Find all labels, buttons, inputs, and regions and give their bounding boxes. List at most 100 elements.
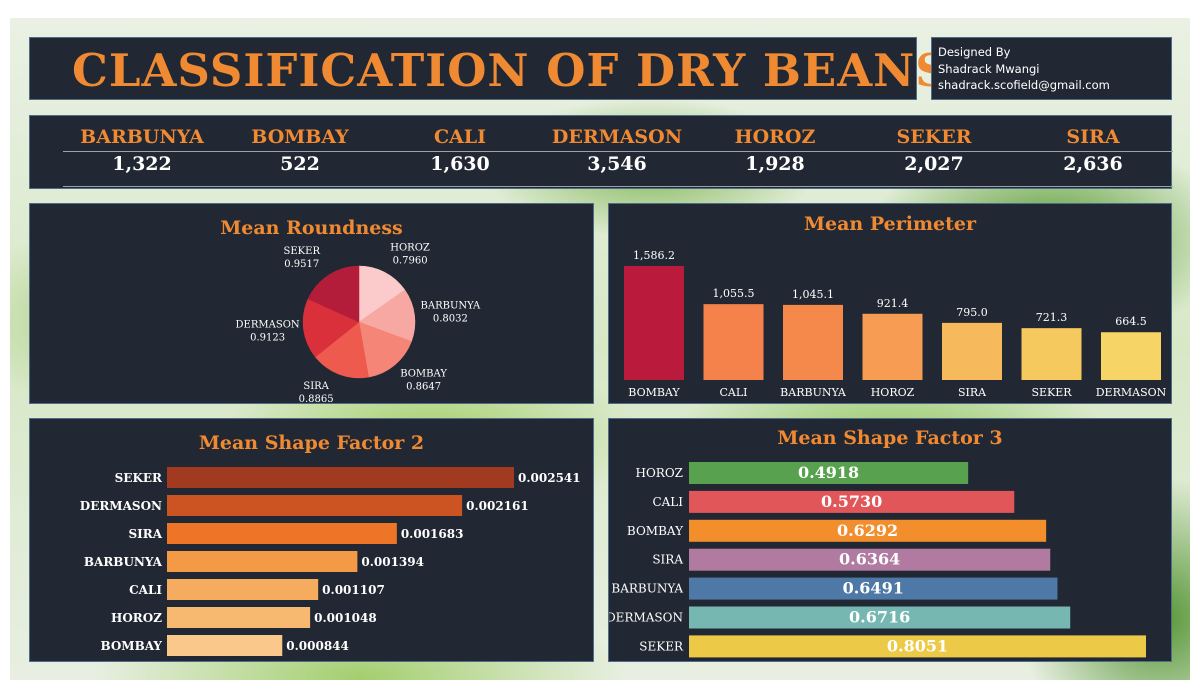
count-value: 522 [280,153,320,175]
count-dermason: DERMASON 3,546 [547,126,687,175]
pie-label-horoz: HOROZ 0.7960 [390,243,430,267]
count-barbunya: BARBUNYA 1,322 [72,126,212,175]
count-name: SEKER [896,126,972,148]
count-name: BARBUNYA [80,126,204,148]
bar-category-sira: SIRA [128,527,162,541]
pie-label-value: 0.7960 [393,256,428,267]
bar-cali [689,490,1015,513]
bar-value-cali: 0.001107 [322,583,385,597]
shape-factor-3-panel: Mean Shape Factor 3 HOROZ 0.4918 CALI 0.573… [608,418,1172,662]
bar-category-dermason: DERMASON [609,611,683,625]
count-name: SIRA [1066,126,1120,148]
count-value: 1,928 [745,153,805,175]
bar-barbunya [167,551,358,572]
bar-bombay [167,635,283,656]
bar-value-seker: 0.8051 [887,636,948,655]
count-sira: SIRA 2,636 [1023,126,1163,175]
bar-value-seker: 0.002541 [518,471,581,485]
bar-category-seker: SEKER [639,639,684,653]
bar-category-sira: SIRA [958,386,987,399]
pie-slice-horoz [358,265,406,323]
perimeter-title: Mean Perimeter [803,213,977,235]
bar-dermason [1101,332,1161,380]
bar-bombay [624,266,684,380]
pie-label-value: 0.8032 [433,313,468,324]
count-value: 2,636 [1063,153,1123,175]
bar-value-sira: 795.0 [956,306,988,319]
counts-bottom-rule [63,186,1173,187]
bar-value-horoz: 921.4 [877,297,909,310]
bar-cali [167,579,319,600]
bar-barbunya [783,304,843,380]
bar-horoz [862,313,923,380]
pie-label-category: SIRA [303,381,329,392]
bar-category-cali: CALI [719,386,747,399]
bar-category-dermason: DERMASON [80,499,162,513]
pie-label-bombay: BOMBAY 0.8647 [400,368,447,392]
bar-category-barbunya: BARBUNYA [611,582,683,596]
bar-seker [689,635,1146,658]
pie-label-category: BARBUNYA [421,300,481,311]
count-bombay: BOMBAY 522 [230,126,370,175]
bar-category-dermason: DERMASON [1096,386,1167,399]
count-value: 1,630 [430,153,490,175]
bar-value-horoz: 0.4918 [798,463,859,482]
pie-label-category: DERMASON [236,320,300,331]
count-name: HOROZ [734,126,816,148]
shape-factor-3-title: Mean Shape Factor 3 [777,427,1003,449]
bar-value-seker: 721.3 [1036,311,1068,324]
title-panel: CLASSIFICATION OF DRY BEANS [29,37,948,100]
bar-category-horoz: HOROZ [635,466,683,480]
bar-bombay [689,519,1047,542]
roundness-title: Mean Roundness [220,217,403,239]
bar-category-barbunya: BARBUNYA [780,386,847,399]
bar-value-horoz: 0.001048 [314,611,377,625]
bar-value-bombay: 0.6292 [837,521,898,540]
pie-label-barbunya: BARBUNYA 0.8032 [421,300,481,324]
pie-slice-sira [314,321,369,379]
bar-category-seker: SEKER [1031,386,1072,399]
bar-category-sira: SIRA [652,553,683,567]
bar-seker [1021,328,1082,380]
pie-slice-seker [307,265,360,323]
credit-designed-by: Designed By [938,45,1011,59]
bar-category-bombay: BOMBAY [628,386,680,399]
bar-value-sira: 0.001683 [401,527,464,541]
bar-category-bombay: BOMBAY [100,639,162,653]
perimeter-panel: Mean Perimeter 1,586.2 BOMBAY 1,055.5 CALI 1… [608,203,1172,404]
bar-category-horoz: HOROZ [111,611,162,625]
pie-slice-barbunya [358,289,416,342]
bar-dermason [689,606,1071,629]
bar-value-barbunya: 1,045.1 [792,288,834,301]
credit-author: Shadrack Mwangi [938,62,1040,76]
pie-label-value: 0.9123 [250,333,285,344]
count-horoz: HOROZ 1,928 [705,126,845,175]
shape-factor-2-bar-chart: SEKER 0.002541 DERMASON 0.002161 SIRA 0.00168… [80,467,581,656]
pie-slice-bombay [358,321,412,378]
count-value: 3,546 [587,153,647,175]
pie-label-value: 0.8647 [406,381,441,392]
bar-category-barbunya: BARBUNYA [84,555,163,569]
counts-divider [63,151,1173,152]
bar-horoz [167,607,311,628]
count-value: 2,027 [904,153,964,175]
bar-value-bombay: 0.000844 [286,639,349,653]
bar-value-cali: 1,055.5 [713,287,755,300]
pie-label-value: 0.9517 [284,259,319,270]
bar-barbunya [689,577,1058,600]
credit-panel: Designed By Shadrack Mwangi shadrack.sco… [931,37,1172,100]
bar-value-sira: 0.6364 [839,550,900,569]
bar-category-cali: CALI [652,495,683,509]
bar-sira [942,322,1002,380]
shape-factor-2-title: Mean Shape Factor 2 [198,432,425,454]
bar-category-cali: CALI [129,583,162,597]
credit-email: shadrack.scofield@gmail.com [938,78,1110,92]
pie-label-category: BOMBAY [400,368,447,379]
counts-panel: BARBUNYA 1,322 BOMBAY 522 CALI 1,630 DER… [29,115,1173,189]
shape-factor-3-bar-chart: HOROZ 0.4918 CALI 0.5730 BOMBAY 0.6292 SIRA 0.6… [609,462,1146,658]
bar-horoz [689,462,969,484]
count-seker: SEKER 2,027 [864,126,1004,175]
bar-sira [689,548,1051,571]
count-name: DERMASON [551,126,683,148]
page-title: CLASSIFICATION OF DRY BEANS [72,44,949,97]
